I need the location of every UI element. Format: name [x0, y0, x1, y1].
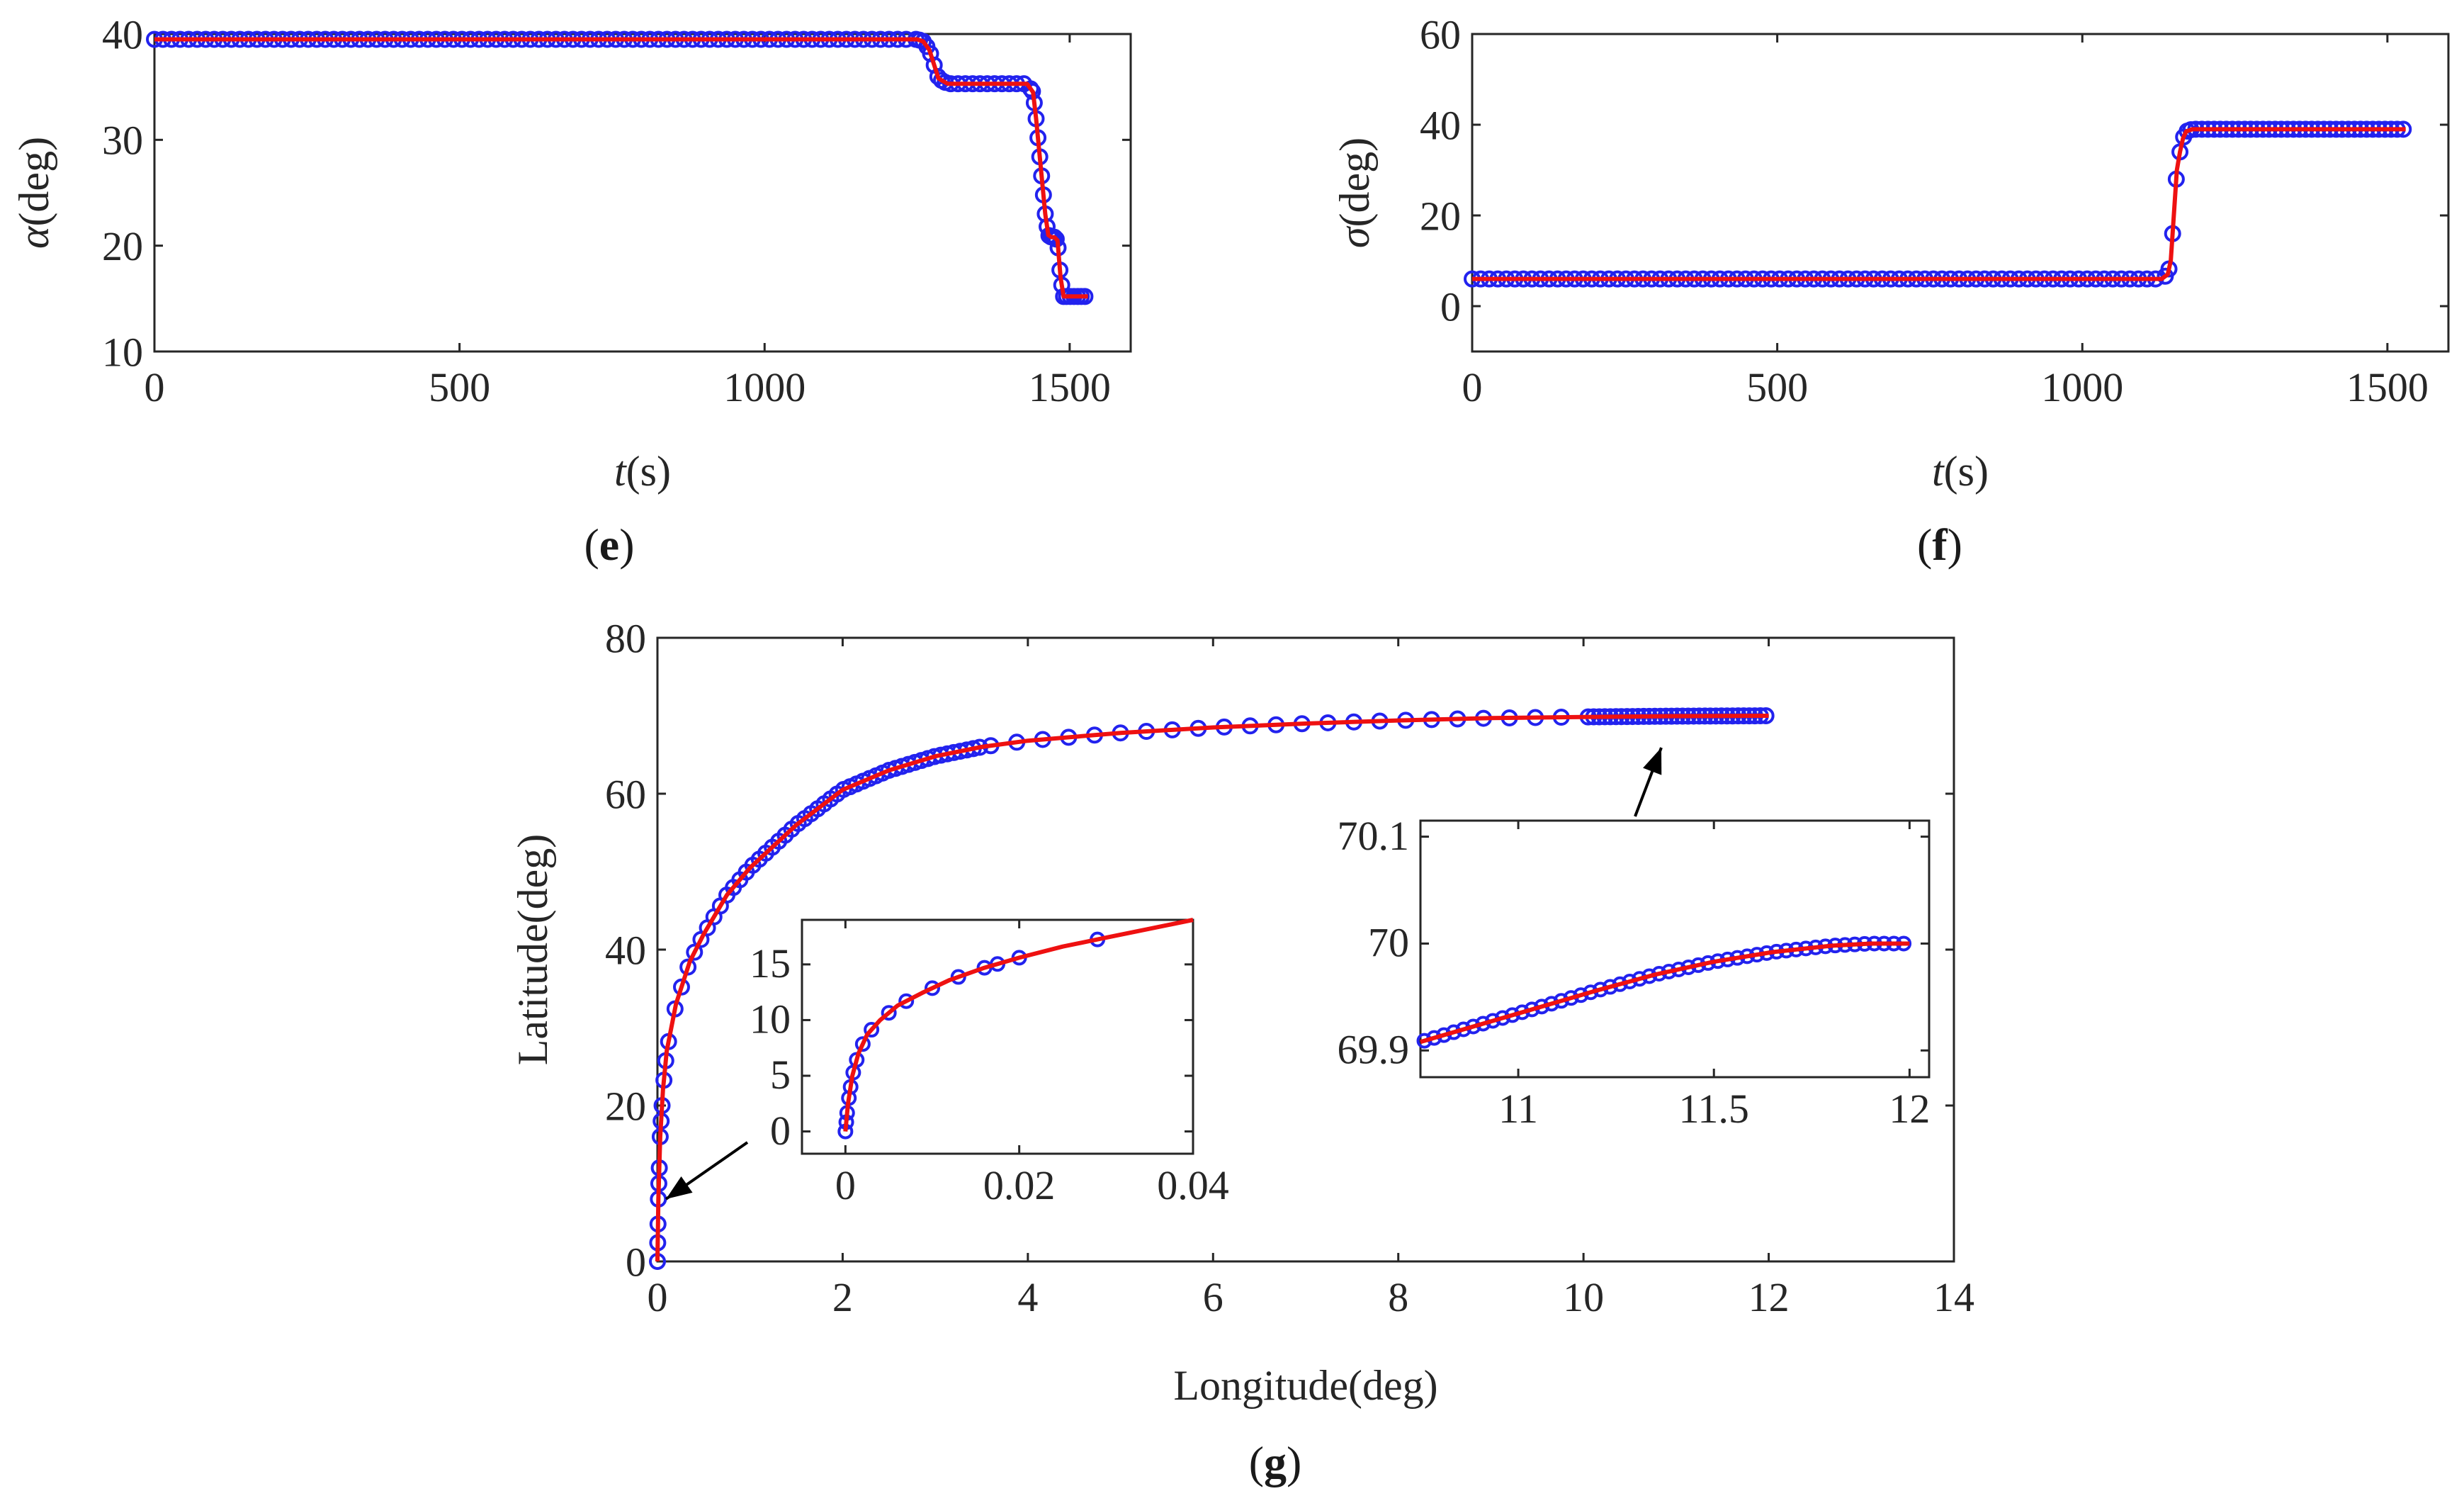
f-xlabel-unit: (s) — [1944, 448, 1989, 495]
inset-origin: 0 0.02 0.04 0 5 10 15 — [750, 918, 1229, 1208]
inset-end-background — [1420, 821, 1929, 1077]
inset-origin-data-point — [864, 1022, 880, 1038]
inset-origin-data-point — [881, 1005, 897, 1021]
inset-origin-data-point — [898, 993, 915, 1009]
inset-origin-data-point — [854, 1036, 871, 1052]
inset-origin-ytick-label: 5 — [770, 1052, 791, 1098]
chart-panel-e: (e) 0 500 1000 1500 10 20 30 40 t(s) α(deg) — [11, 11, 1132, 570]
e-ylabel-unit: (deg) — [11, 137, 57, 227]
e-xtick-label: 500 — [429, 364, 490, 410]
g-xtick-label: 6 — [1203, 1274, 1223, 1320]
inset-origin-plot-frame — [801, 918, 1194, 1155]
e-ylabel-var: α — [11, 225, 57, 249]
inset-origin-xtick-label: 0.04 — [1157, 1162, 1229, 1208]
e-ytick-label: 40 — [102, 11, 143, 57]
chart-panel-f: (f) 0 500 1000 1500 0 20 40 60 t(s) σ(deg) — [1331, 11, 2450, 570]
f-xtick-label: 1000 — [2041, 364, 2123, 410]
e-xtick-label: 0 — [145, 364, 165, 410]
inset-origin-ytick-label: 10 — [750, 996, 791, 1042]
g-xtick-label: 0 — [648, 1274, 668, 1320]
g-data-point — [679, 958, 697, 976]
f-xtick-label: 0 — [1462, 364, 1483, 410]
g-ytick-label: 60 — [605, 771, 646, 817]
e-xlabel-unit: (s) — [626, 448, 671, 495]
inset-end-ytick-label: 70.1 — [1338, 813, 1410, 859]
inset-origin-series-line — [843, 918, 1194, 1132]
g-ytick-label: 20 — [605, 1083, 646, 1129]
e-ytick-label: 30 — [102, 118, 143, 164]
inset-end-ytick-label: 69.9 — [1338, 1026, 1410, 1072]
f-ytick-label: 40 — [1420, 102, 1461, 148]
e-series-line — [154, 37, 1088, 299]
f-ytick-label: 0 — [1440, 283, 1461, 330]
inset-end-series-line — [1420, 941, 1910, 1045]
g-xtick-label: 8 — [1388, 1274, 1408, 1320]
e-ytick-label: 20 — [102, 223, 143, 269]
f-xtick-label: 1500 — [2346, 364, 2429, 410]
inset-end-xtick-label: 11.5 — [1679, 1086, 1749, 1132]
f-xtick-label: 500 — [1746, 364, 1808, 410]
g-arrow-end-head — [1643, 748, 1662, 775]
inset-origin-ytick-label: 0 — [770, 1108, 791, 1154]
panel-label-g: (g) — [1249, 1437, 1302, 1487]
g-ylabel: Latitude(deg) — [509, 834, 556, 1066]
f-plot-frame — [1471, 33, 2450, 353]
f-ylabel-unit: (deg) — [1331, 137, 1378, 227]
inset-origin-xtick-label: 0.02 — [983, 1162, 1056, 1208]
g-arrow-origin-head — [666, 1176, 693, 1199]
panel-label-e: (e) — [584, 519, 634, 570]
g-xtick-label: 12 — [1748, 1274, 1790, 1320]
e-plot-frame — [153, 33, 1132, 353]
e-xlabel: t(s) — [614, 448, 671, 495]
e-data-point — [1046, 228, 1063, 246]
f-series-line — [1472, 127, 2406, 281]
f-ytick-label: 20 — [1420, 193, 1461, 239]
f-ytick-label: 60 — [1420, 11, 1461, 57]
e-ylabel: α(deg) — [11, 137, 57, 249]
g-ytick-label: 40 — [605, 927, 646, 973]
e-xtick-label: 1500 — [1029, 364, 1111, 410]
e-xlabel-var: t — [614, 448, 627, 495]
inset-end-xtick-label: 12 — [1889, 1086, 1930, 1132]
g-data-point — [672, 978, 690, 996]
f-xlabel: t(s) — [1932, 448, 1989, 495]
inset-end-xtick-label: 11 — [1498, 1086, 1538, 1132]
e-ytick-label: 10 — [102, 329, 143, 375]
g-xtick-label: 10 — [1563, 1274, 1604, 1320]
inset-origin-xtick-label: 0 — [835, 1162, 856, 1208]
inset-end: 11 11.5 12 69.9 70 70.1 — [1338, 813, 1931, 1132]
inset-origin-ytick-label: 15 — [750, 940, 791, 986]
inset-end-ytick-label: 70 — [1368, 920, 1409, 966]
f-ylabel-var: σ — [1331, 225, 1378, 248]
f-ylabel: σ(deg) — [1331, 137, 1378, 248]
f-xlabel-var: t — [1932, 448, 1945, 495]
inset-origin-data-point — [925, 980, 940, 996]
g-xtick-label: 14 — [1933, 1274, 1974, 1320]
g-ytick-label: 0 — [626, 1239, 646, 1285]
g-ytick-label: 80 — [605, 615, 646, 661]
g-xlabel: Longitude(deg) — [1173, 1362, 1437, 1409]
inset-end-plot-frame — [1419, 819, 1931, 1079]
g-series-line — [655, 714, 1769, 1262]
panel-label-f: (f) — [1917, 519, 1962, 570]
chart-panel-g: (g) 0 2 4 6 8 10 12 14 0 20 40 60 80 Longitude(deg) La… — [509, 615, 1974, 1487]
g-xtick-label: 2 — [832, 1274, 853, 1320]
g-xtick-label: 4 — [1017, 1274, 1038, 1320]
e-xtick-label: 1000 — [723, 364, 806, 410]
g-data-point — [686, 943, 703, 961]
